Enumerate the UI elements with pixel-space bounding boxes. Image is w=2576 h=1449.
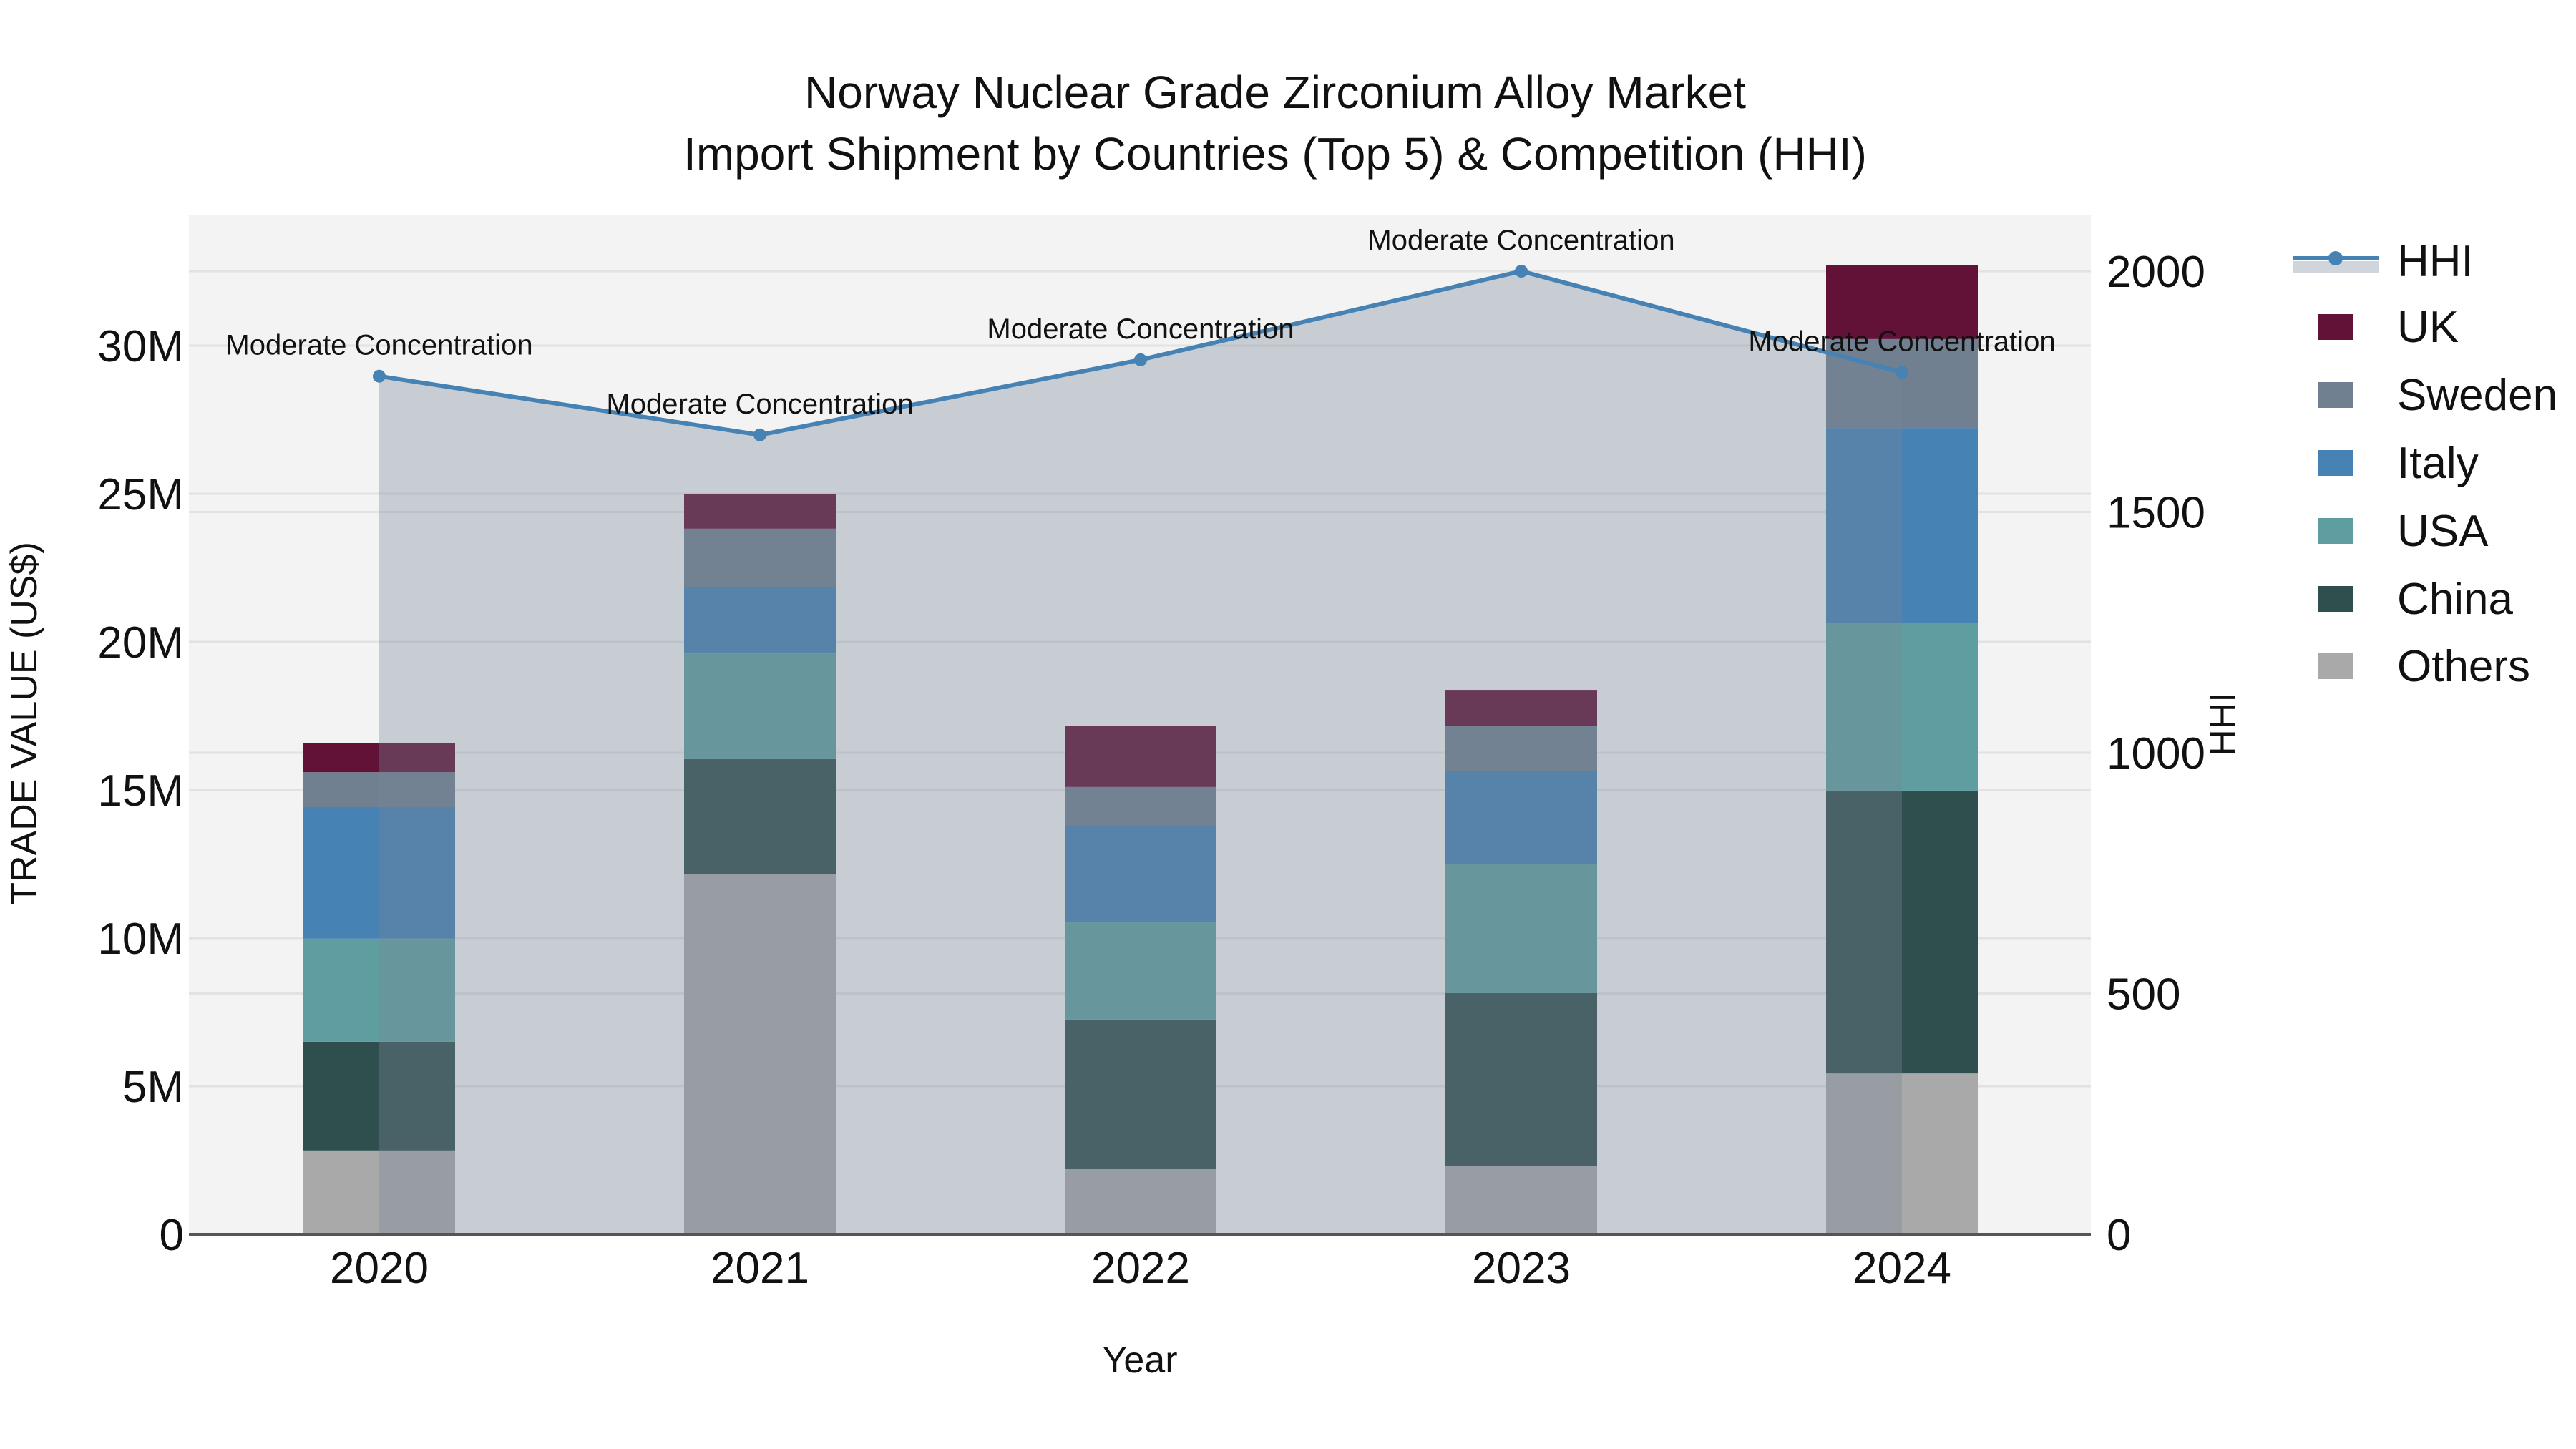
- hhi-marker[interactable]: [1134, 353, 1147, 366]
- y-tick-label: 30M: [97, 322, 184, 371]
- bar-segment-uk[interactable]: [303, 743, 455, 773]
- bar-segment-others[interactable]: [303, 1150, 455, 1234]
- color-swatch-icon: [2318, 314, 2353, 340]
- legend-label: Others: [2397, 641, 2531, 691]
- y2-tick-label: 500: [2107, 970, 2180, 1020]
- bar-segment-others[interactable]: [684, 874, 836, 1234]
- bar-segment-sweden[interactable]: [1065, 786, 1216, 826]
- x-axis-title: Year: [1102, 1340, 1178, 1381]
- y2-tick-label: 2000: [2107, 248, 2205, 297]
- hhi-annotation: Moderate Concentration: [1367, 225, 1674, 256]
- color-swatch-icon: [2318, 518, 2353, 544]
- bar-stacks: [303, 265, 1978, 1234]
- y2-tick-label: 1500: [2107, 489, 2205, 538]
- hhi-marker[interactable]: [373, 369, 386, 383]
- legend-label: HHI: [2397, 236, 2474, 286]
- bar-segment-uk[interactable]: [684, 494, 836, 529]
- x-tick-label: 2023: [1472, 1244, 1571, 1293]
- bar-stack-2022: [1065, 726, 1216, 1234]
- hhi-area-fill: [379, 271, 1902, 1234]
- bar-segment-sweden[interactable]: [1826, 338, 1978, 429]
- legend-item-hhi[interactable]: HHI: [2290, 233, 2569, 290]
- legend-item-uk[interactable]: UK: [2290, 298, 2569, 356]
- chart-title-line-1: Norway Nuclear Grade Zirconium Alloy Mar…: [0, 66, 2576, 119]
- bar-segment-others[interactable]: [1065, 1169, 1216, 1234]
- hhi-marker[interactable]: [1515, 265, 1528, 278]
- bar-segment-italy[interactable]: [1445, 771, 1597, 864]
- chart-title-text-2: Import Shipment by Countries (Top 5) & C…: [683, 128, 1867, 180]
- legend-label: China: [2397, 574, 2513, 624]
- legend-item-china[interactable]: China: [2290, 570, 2569, 628]
- y-tick-label: 0: [160, 1211, 184, 1260]
- bar-segment-usa[interactable]: [1445, 864, 1597, 994]
- line-marker-icon: [2293, 251, 2379, 273]
- legend-item-usa[interactable]: USA: [2290, 502, 2569, 560]
- color-swatch-icon: [2318, 382, 2353, 408]
- chart-title-text-1: Norway Nuclear Grade Zirconium Alloy Mar…: [804, 67, 1746, 118]
- bar-segment-sweden[interactable]: [684, 528, 836, 587]
- bar-segment-china[interactable]: [1065, 1019, 1216, 1169]
- legend-item-italy[interactable]: Italy: [2290, 434, 2569, 492]
- bar-segment-italy[interactable]: [684, 586, 836, 654]
- hhi-annotation: Moderate Concentration: [987, 313, 1294, 345]
- bar-segment-china[interactable]: [1445, 993, 1597, 1166]
- legend-label: UK: [2397, 302, 2459, 352]
- bar-segment-sweden[interactable]: [303, 772, 455, 808]
- hhi-annotation: Moderate Concentration: [225, 330, 532, 361]
- chart-title-line-2: Import Shipment by Countries (Top 5) & C…: [0, 127, 2576, 180]
- hhi-annotation: Moderate Concentration: [606, 389, 913, 420]
- x-tick-label: 2024: [1853, 1244, 1951, 1293]
- bar-stack-2024: [1826, 265, 1978, 1234]
- color-swatch-icon: [2318, 586, 2353, 612]
- legend-label: Italy: [2397, 438, 2479, 488]
- x-tick-label: 2020: [330, 1244, 429, 1293]
- bar-segment-uk[interactable]: [1445, 690, 1597, 726]
- bar-segment-usa[interactable]: [1826, 623, 1978, 791]
- bar-segment-others[interactable]: [1826, 1073, 1978, 1234]
- x-tick-label: 2021: [711, 1244, 809, 1293]
- bar-segment-china[interactable]: [1826, 790, 1978, 1074]
- legend-label: Sweden: [2397, 370, 2558, 420]
- bar-segment-others[interactable]: [1445, 1166, 1597, 1234]
- y2-tick-label: 1000: [2107, 729, 2205, 779]
- y2-axis-title: HHI: [2202, 692, 2244, 756]
- legend-item-sweden[interactable]: Sweden: [2290, 366, 2569, 424]
- bar-segment-uk[interactable]: [1065, 726, 1216, 787]
- bar-stack-2020: [303, 743, 455, 1234]
- y-tick-label: 15M: [97, 766, 184, 816]
- legend-item-others[interactable]: Others: [2290, 638, 2569, 695]
- y-tick-label: 25M: [97, 470, 184, 519]
- legend-label: USA: [2397, 506, 2489, 556]
- hhi-annotation: Moderate Concentration: [1748, 326, 2055, 357]
- y-tick-label: 20M: [97, 618, 184, 668]
- bar-segment-italy[interactable]: [1065, 826, 1216, 923]
- y-tick-label: 10M: [97, 914, 184, 964]
- hhi-marker[interactable]: [753, 428, 766, 441]
- bar-stack-2023: [1445, 690, 1597, 1234]
- hhi-marker[interactable]: [1896, 366, 1908, 379]
- bar-segment-sweden[interactable]: [1445, 726, 1597, 771]
- bar-segment-usa[interactable]: [303, 938, 455, 1042]
- bar-segment-china[interactable]: [303, 1041, 455, 1151]
- color-swatch-icon: [2318, 450, 2353, 476]
- y-axis-title: TRADE VALUE (US$): [4, 542, 45, 905]
- y2-tick-label: 0: [2107, 1211, 2131, 1260]
- bar-segment-usa[interactable]: [684, 653, 836, 759]
- y-tick-label: 5M: [122, 1063, 184, 1112]
- bar-segment-china[interactable]: [684, 758, 836, 874]
- x-tick-label: 2022: [1091, 1244, 1190, 1293]
- bar-segment-italy[interactable]: [1826, 428, 1978, 623]
- color-swatch-icon: [2318, 653, 2353, 679]
- bar-segment-uk[interactable]: [1826, 265, 1978, 339]
- bar-segment-usa[interactable]: [1065, 922, 1216, 1020]
- bar-stack-2021: [684, 494, 836, 1234]
- bar-segment-italy[interactable]: [303, 807, 455, 939]
